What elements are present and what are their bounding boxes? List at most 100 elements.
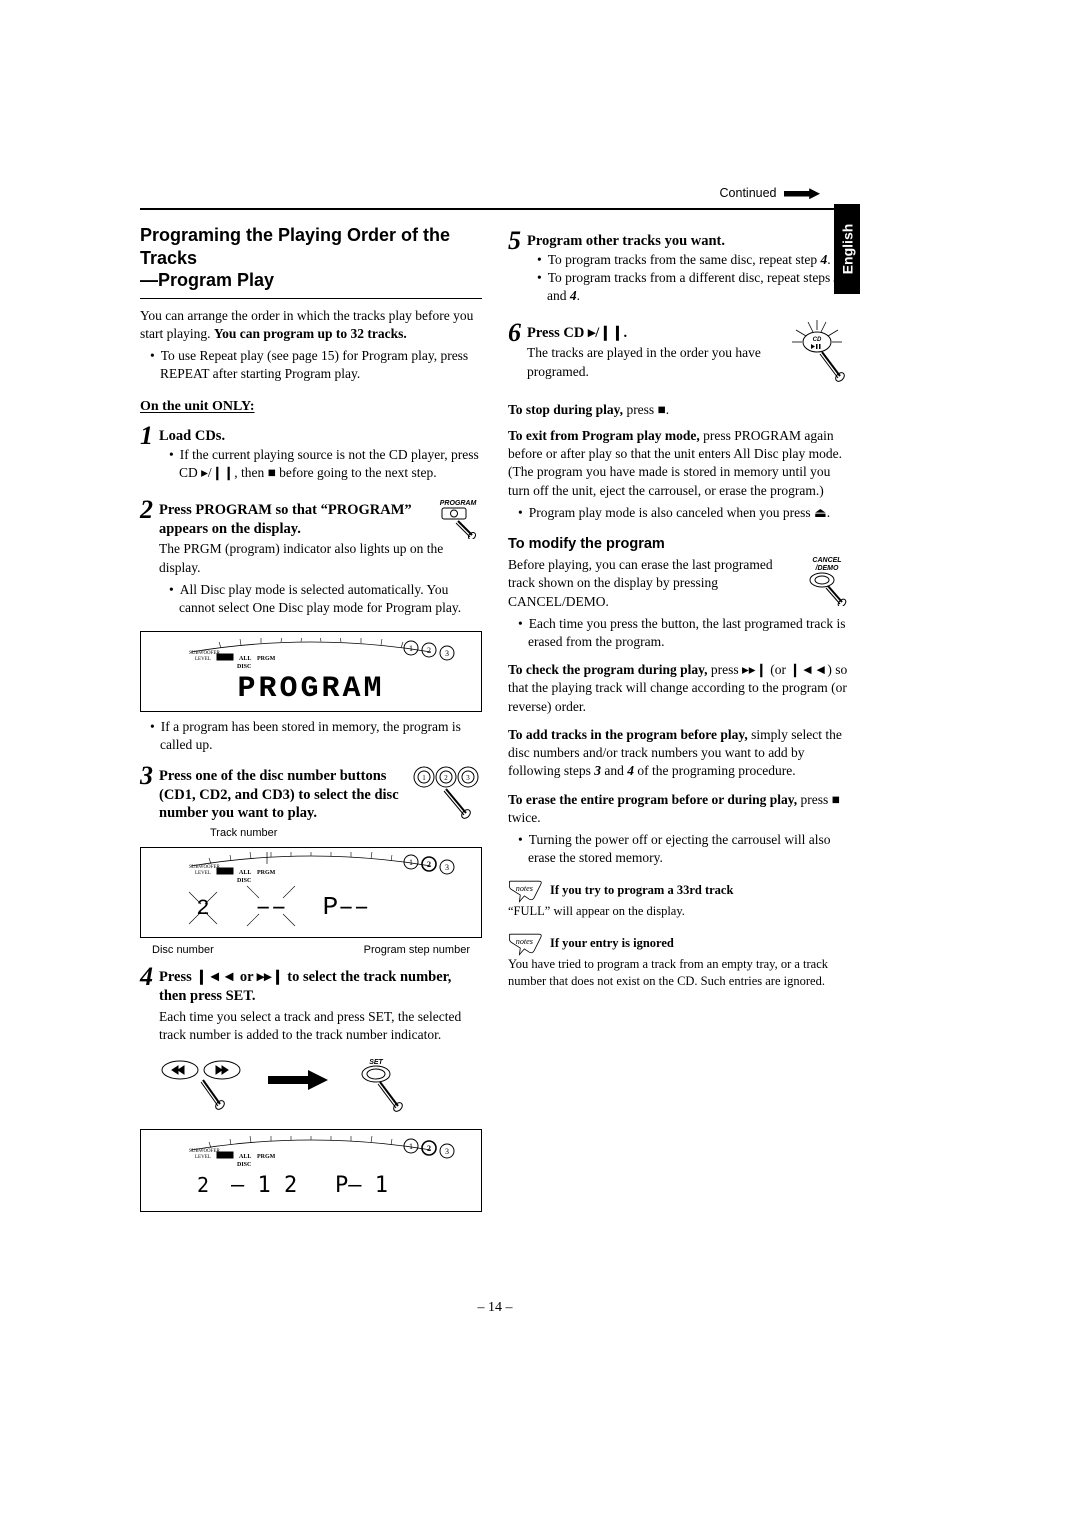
svg-text:3: 3 xyxy=(445,863,449,872)
svg-text:CANCEL: CANCEL xyxy=(812,557,841,564)
step-head: Press ❙◄◄ or ▸▸❙ to select the track num… xyxy=(159,968,482,1006)
step-4: 4 Press ❙◄◄ or ▸▸❙ to select the track n… xyxy=(140,964,482,1048)
svg-text:CD: CD xyxy=(813,337,822,343)
check-program: To check the program during play, press … xyxy=(508,661,850,716)
note-2: notes If your entry is ignored xyxy=(508,932,850,956)
svg-text:1: 1 xyxy=(409,858,413,867)
svg-text:1: 1 xyxy=(422,774,426,782)
step-number: 2 xyxy=(140,497,153,523)
erase-program: To erase the entire program before or du… xyxy=(508,791,850,827)
step-5: 5 Program other tracks you want. To prog… xyxy=(508,228,850,312)
svg-text:3: 3 xyxy=(445,1147,449,1156)
exit-program: To exit from Program play mode, press PR… xyxy=(508,427,850,500)
stop-play: To stop during play, press ■. xyxy=(508,401,850,419)
svg-text:DISC: DISC xyxy=(237,1162,251,1168)
notes-icon: notes xyxy=(508,879,544,903)
note2-body: You have tried to program a track from a… xyxy=(508,956,850,990)
svg-text:ALL: ALL xyxy=(239,870,251,876)
svg-text:ALL: ALL xyxy=(239,1154,251,1160)
step-head: Program other tracks you want. xyxy=(527,232,850,251)
svg-text:DISC: DISC xyxy=(237,664,251,670)
svg-text:LEVEL: LEVEL xyxy=(195,871,211,876)
step-number: 1 xyxy=(140,423,153,449)
svg-text:notes: notes xyxy=(516,884,533,893)
program-button-icon: PROGRAM xyxy=(434,497,482,539)
svg-text:3: 3 xyxy=(466,774,470,782)
svg-text:PRGM: PRGM xyxy=(257,1154,276,1160)
svg-text:notes: notes xyxy=(516,937,533,946)
svg-text:1: 1 xyxy=(409,644,413,653)
step-head: Load CDs. xyxy=(159,427,482,446)
svg-text:/DEMO: /DEMO xyxy=(815,565,840,572)
svg-text:2: 2 xyxy=(197,1173,209,1197)
svg-text:P––: P–– xyxy=(323,892,370,922)
intro-bullets: To use Repeat play (see page 15) for Pro… xyxy=(140,347,482,383)
continued-label: Continued xyxy=(720,186,820,200)
modify-head: To modify the program xyxy=(508,536,850,552)
step4-body: Each time you select a track and press S… xyxy=(159,1008,482,1044)
intro-paragraph: You can arrange the order in which the t… xyxy=(140,307,482,343)
top-rule xyxy=(140,208,850,210)
svg-text:LEVEL: LEVEL xyxy=(195,1155,211,1160)
lcd-disc: 2 xyxy=(196,896,209,921)
svg-text:DISC: DISC xyxy=(237,878,251,884)
step2-after: If a program has been stored in memory, … xyxy=(150,718,482,754)
svg-text:2: 2 xyxy=(427,860,431,869)
step-2: 2 Press PROGRAM so that “PROGRAM” appear… xyxy=(140,497,482,624)
lcd-text: PROGRAM xyxy=(237,672,384,702)
section-title-line2: —Program Play xyxy=(140,270,274,290)
modify-body: Before playing, you can erase the last p… xyxy=(508,556,850,611)
lcd-display-program: 1 2 3 SUBWOOFER LEVEL ALL PRGM DISC PROG… xyxy=(140,631,482,712)
svg-text:– 1 2: – 1 2 xyxy=(231,1173,297,1198)
cd-play-button-icon: CD xyxy=(784,320,850,391)
note-head: If your entry is ignored xyxy=(550,932,674,951)
right-column: 5 Program other tracks you want. To prog… xyxy=(508,224,850,1218)
track-number-label: Track number xyxy=(140,827,482,839)
step-number: 5 xyxy=(508,228,521,254)
svg-text:PRGM: PRGM xyxy=(257,656,276,662)
lcd-display-step3: 1 2 3 SUBWOOFER LEVEL ALL PRGM DISC xyxy=(140,847,482,938)
disc-number-label: Disc number xyxy=(152,944,214,956)
step1-bullet: If the current playing source is not the… xyxy=(169,446,482,482)
svg-text:2: 2 xyxy=(427,646,431,655)
svg-text:1: 1 xyxy=(409,1142,413,1151)
lcd-display-step4: 1 2 3 SUBWOOFER LEVEL ALL PRGM DISC 2 – … xyxy=(140,1129,482,1212)
step2-body: The PRGM (program) indicator also lights… xyxy=(159,540,482,576)
step-1: 1 Load CDs. If the current playing sourc… xyxy=(140,423,482,488)
note1-body: “FULL” will appear on the display. xyxy=(508,903,850,920)
step-6: 6 Press CD ▸/❙❙. The tracks are played i… xyxy=(508,320,850,385)
modify-bullet: Each time you press the button, the last… xyxy=(518,615,850,651)
section-title: Programing the Playing Order of the Trac… xyxy=(140,224,482,299)
cd-buttons-icon: 1 2 3 xyxy=(410,765,482,826)
left-column: Programing the Playing Order of the Trac… xyxy=(140,224,482,1218)
svg-text:––: –– xyxy=(255,892,286,922)
cancel-demo-icon: CANCEL /DEMO xyxy=(804,554,850,611)
step2-bullet: All Disc play mode is selected automatic… xyxy=(169,581,482,617)
step5-bullet-1: To program tracks from the same disc, re… xyxy=(537,251,850,269)
erase-bullet: Turning the power off or ejecting the ca… xyxy=(518,831,850,867)
step4-icons: SET xyxy=(158,1056,482,1121)
svg-text:SUBWOOFER: SUBWOOFER xyxy=(189,651,221,656)
program-step-label: Program step number xyxy=(364,944,470,956)
notes-icon: notes xyxy=(508,932,544,956)
svg-text:ALL: ALL xyxy=(239,656,251,662)
svg-text:SET: SET xyxy=(369,1059,383,1066)
continued-text: Continued xyxy=(720,186,777,200)
svg-text:SUBWOOFER: SUBWOOFER xyxy=(189,1149,221,1154)
note-head: If you try to program a 33rd track xyxy=(550,879,733,898)
svg-text:2: 2 xyxy=(444,774,448,782)
step-number: 4 xyxy=(140,964,153,990)
svg-text:PRGM: PRGM xyxy=(257,870,276,876)
note-1: notes If you try to program a 33rd track xyxy=(508,879,850,903)
svg-text:P– 1: P– 1 xyxy=(335,1173,388,1198)
arrow-right-icon xyxy=(784,188,820,199)
step-number: 3 xyxy=(140,763,153,789)
svg-text:3: 3 xyxy=(445,649,449,658)
section-title-line1: Programing the Playing Order of the Trac… xyxy=(140,225,450,268)
step5-bullet-2: To program tracks from a different disc,… xyxy=(537,269,850,305)
svg-text:SUBWOOFER: SUBWOOFER xyxy=(189,865,221,870)
program-label-text: PROGRAM xyxy=(440,500,477,507)
add-tracks: To add tracks in the program before play… xyxy=(508,726,850,781)
columns: Programing the Playing Order of the Trac… xyxy=(140,224,850,1218)
intro-bold: You can program up to 32 tracks. xyxy=(214,326,407,341)
